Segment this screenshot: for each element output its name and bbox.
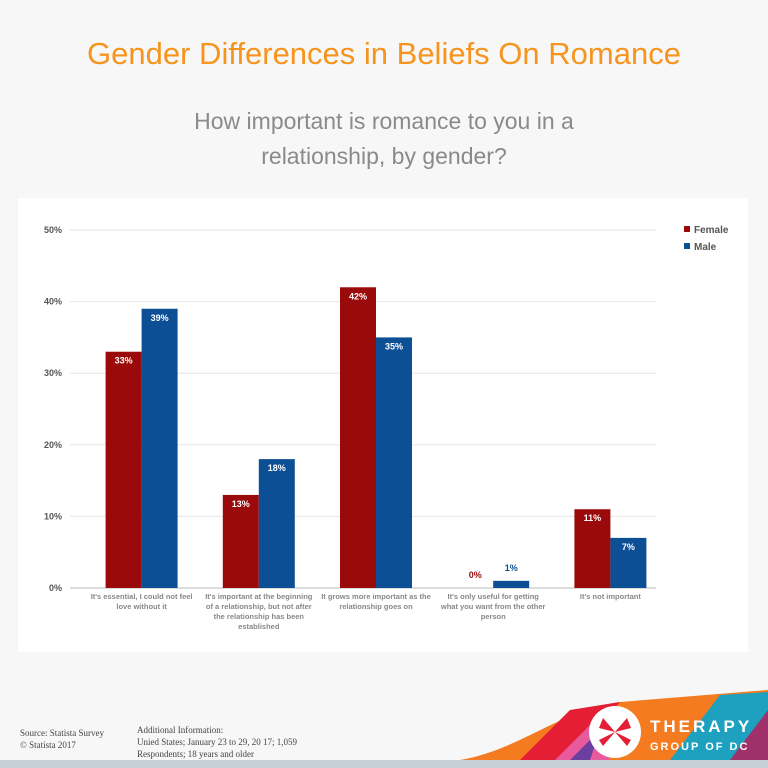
x-category-label: It's only useful for getting what you wan… <box>440 592 546 621</box>
y-tick-label: 0% <box>49 583 62 593</box>
data-label: 33% <box>115 356 133 366</box>
info-respondents: Respondents; 18 years and older <box>137 749 254 759</box>
copyright-text: © Statista 2017 <box>20 740 76 750</box>
data-label: 13% <box>232 499 250 509</box>
logo-line2: GROUP OF DC <box>650 741 749 753</box>
data-label: 18% <box>268 463 286 473</box>
x-category-label: It's essential, I could not feel love wit… <box>91 592 193 611</box>
bar-male <box>258 459 295 588</box>
y-tick-label: 30% <box>44 368 62 378</box>
data-label: 11% <box>584 513 602 523</box>
info-heading: Additional Information: <box>137 725 224 735</box>
x-category-label: It's important at the beginning of a rela… <box>205 592 313 631</box>
data-label: 1% <box>505 563 518 573</box>
y-tick-label: 40% <box>44 297 62 307</box>
legend-label-male: Male <box>694 242 717 253</box>
therapy-group-logo: THERAPY GROUP OF DC <box>460 690 768 760</box>
bar-male <box>493 580 530 588</box>
y-tick-label: 50% <box>44 225 62 235</box>
data-label: 39% <box>151 313 169 323</box>
legend-swatch-female <box>684 226 690 232</box>
logo-line1: THERAPY <box>650 717 752 736</box>
data-label: 0% <box>469 570 482 580</box>
bar-male <box>141 308 178 588</box>
data-label: 35% <box>385 341 403 351</box>
bar-male <box>376 337 412 588</box>
legend-label-female: Female <box>694 225 729 236</box>
page-title: Gender Differences in Beliefs On Romance <box>87 36 681 71</box>
chart-subtitle: How important is romance to you in a rel… <box>194 108 574 169</box>
y-tick-label: 10% <box>44 511 62 521</box>
bar-female <box>105 351 142 588</box>
y-tick-label: 20% <box>44 440 62 450</box>
data-label: 7% <box>622 542 635 552</box>
source-note: Source: Statista Survey © Statista 2017 <box>20 727 104 751</box>
bottom-strip <box>0 760 768 768</box>
additional-info: Additional Information: Unied States; Ja… <box>137 724 297 760</box>
info-dates: Unied States; January 23 to 29, 20 17; 1… <box>137 737 297 747</box>
bar-male <box>610 537 647 588</box>
source-text: Source: Statista Survey <box>20 728 104 738</box>
x-category-label: It's not important <box>580 592 641 601</box>
bar-chart: 0% 10% 20% 30% 40% 50% 33% 39% It's essential, I… <box>44 225 729 631</box>
data-label: 42% <box>349 291 367 301</box>
bar-female <box>574 509 611 588</box>
chart-panel: 0% 10% 20% 30% 40% 50% 33% 39% It's essential, I… <box>18 198 748 652</box>
bar-female <box>340 287 376 588</box>
bar-female <box>222 494 259 588</box>
legend-swatch-male <box>684 243 690 249</box>
x-category-label: It grows more important as the relationsh… <box>321 592 431 611</box>
